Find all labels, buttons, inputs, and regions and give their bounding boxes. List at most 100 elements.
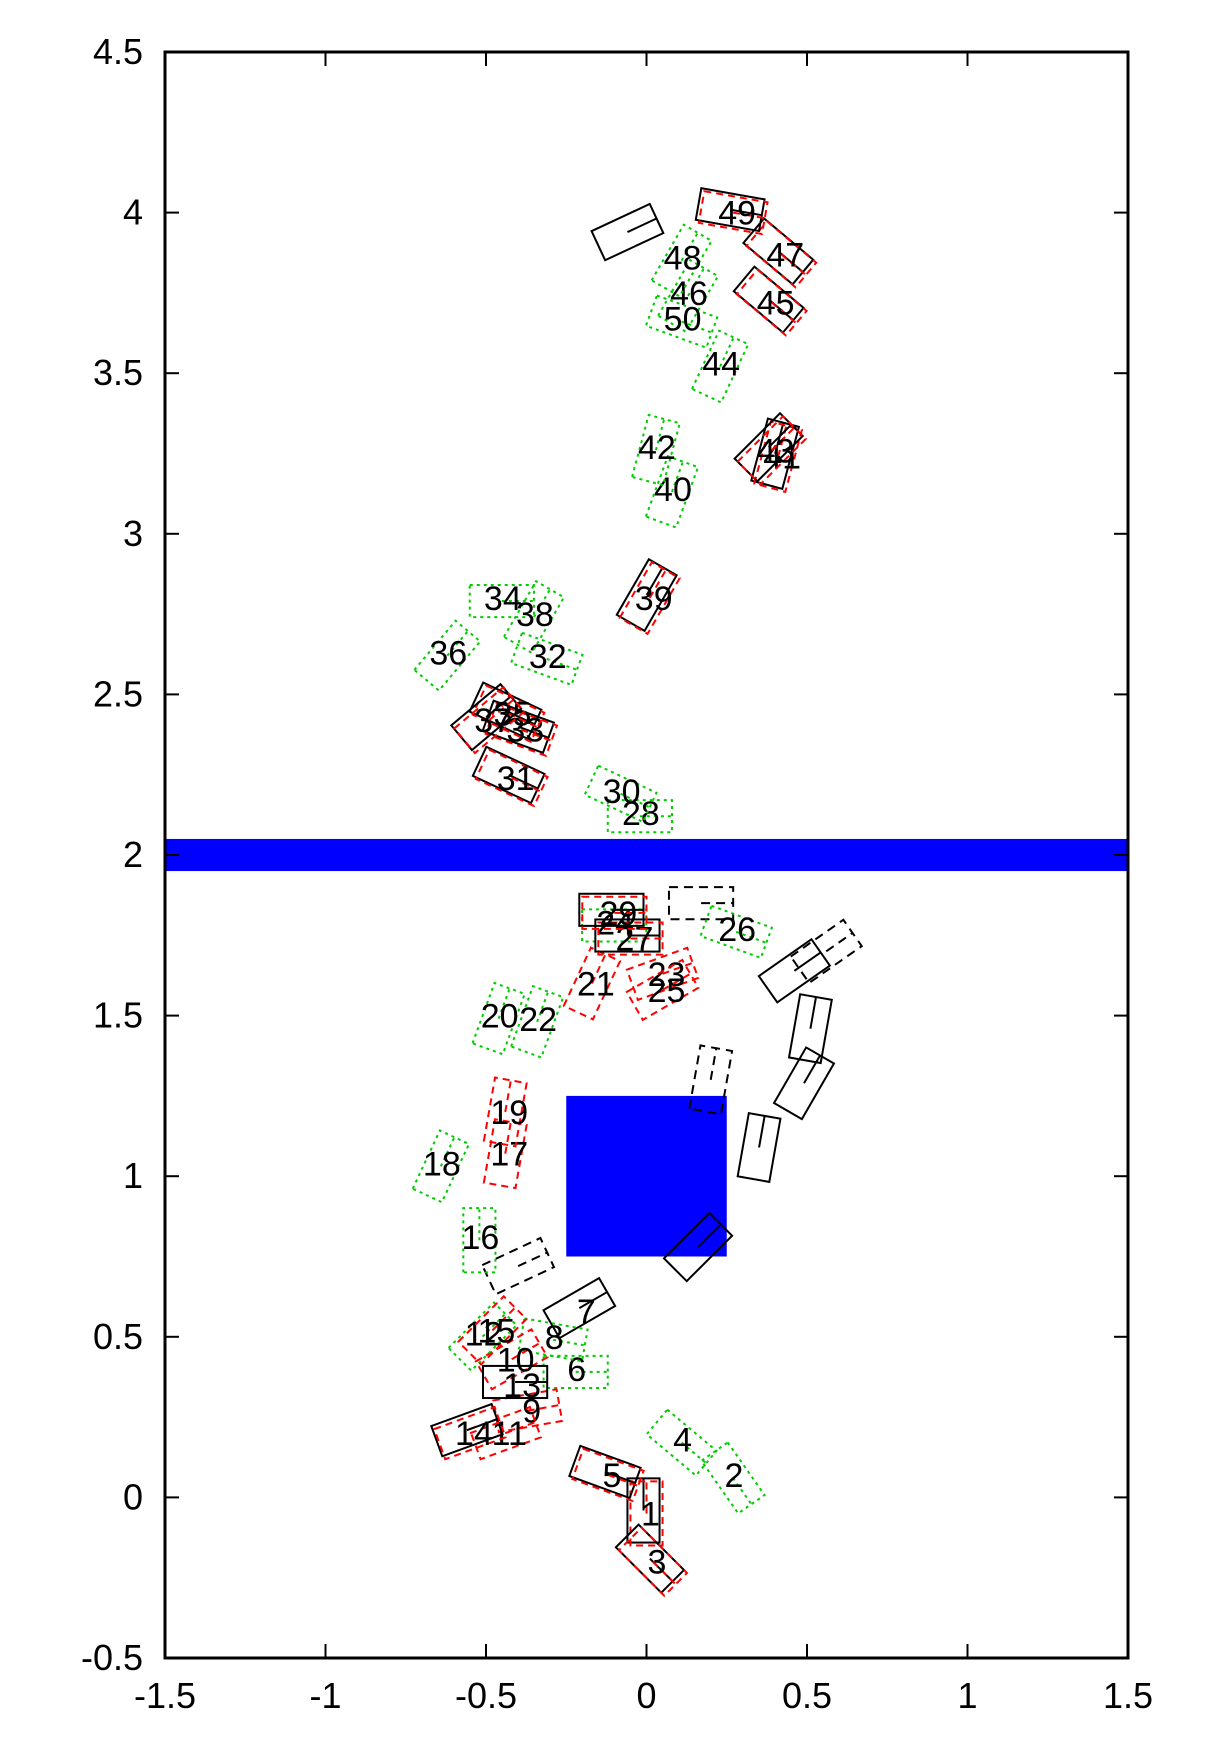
box-green-pose: [656, 258, 720, 334]
box-label: 49: [718, 195, 756, 233]
box-49: 49: [694, 187, 769, 236]
extra-box: [772, 1046, 836, 1121]
box-label: 43: [757, 432, 795, 470]
box-39: 39: [615, 557, 682, 636]
box-red-pose: [433, 1405, 507, 1461]
box-label: 32: [529, 638, 567, 676]
y-tick-label: 1: [123, 1155, 143, 1196]
box-label: 21: [577, 965, 615, 1003]
box-red-pose: [474, 1327, 549, 1391]
obstacle-block: [566, 1095, 727, 1257]
box-green-pose: [447, 1301, 519, 1373]
box-red-pose: [484, 702, 559, 758]
box-9: 9: [492, 1388, 564, 1434]
box-green-pose: [509, 631, 584, 687]
box-label: 42: [638, 429, 676, 467]
box-red-pose: [581, 895, 648, 930]
extra-box: [590, 202, 665, 262]
box-30: 30: [583, 764, 658, 824]
box-red-pose: [597, 921, 664, 956]
box-1: 1: [626, 1477, 664, 1547]
box-red-pose: [492, 1388, 564, 1434]
box-label: 44: [702, 346, 740, 384]
box-label: 12: [465, 1316, 503, 1354]
boxes: 1234567891011121314151617181920212223242…: [411, 187, 818, 1598]
box-label: 22: [519, 1001, 557, 1039]
extra-box: [688, 1044, 734, 1116]
box-label: 17: [490, 1136, 528, 1174]
box-label: 39: [635, 580, 673, 618]
box-label: 19: [490, 1094, 528, 1132]
y-tick-label: 4.5: [93, 31, 143, 72]
box-green-pose: [699, 1441, 766, 1515]
box-31: 31: [471, 745, 549, 808]
box-label: 48: [664, 240, 702, 278]
box-35: 35: [468, 681, 546, 744]
box-label: 38: [516, 596, 554, 634]
box-label: 25: [648, 972, 686, 1010]
box-4: 4: [645, 1408, 718, 1477]
box-green-pose: [645, 1408, 718, 1477]
box-2: 2: [699, 1441, 766, 1515]
box-38: 38: [502, 579, 566, 655]
y-tick-label: -0.5: [81, 1637, 143, 1678]
x-tick-label: 0.5: [782, 1675, 832, 1716]
box-red-pose: [562, 946, 622, 1021]
box-red-pose: [482, 1118, 528, 1190]
box-red-pose: [617, 1526, 689, 1598]
box-green-pose: [606, 799, 673, 834]
box-26: 26: [699, 904, 774, 960]
box-label: 1: [641, 1495, 660, 1533]
box-red-pose: [482, 1076, 528, 1148]
box-red-pose: [629, 1480, 664, 1547]
box-black-pose: [626, 1477, 661, 1544]
box-37: 37: [449, 682, 526, 755]
obstacles: [165, 838, 1128, 1257]
extra-box: [736, 1111, 782, 1184]
box-black-pose: [694, 187, 766, 233]
box-label: 5: [603, 1457, 622, 1495]
box-red-pose: [735, 268, 809, 337]
box-label: 37: [474, 702, 512, 740]
x-tick-label: -1: [309, 1675, 341, 1716]
extra-boxes: [480, 202, 864, 1296]
box-18: 18: [411, 1129, 471, 1204]
box-19: 19: [482, 1076, 528, 1148]
box-label: 26: [718, 911, 756, 949]
y-tick-label: 2.5: [93, 673, 143, 714]
box-25: 25: [625, 958, 700, 1022]
y-axis: -0.5 0 0.5 1 1.5 2 2.5 3 3.5 4 4.5: [81, 31, 1128, 1678]
box-13: 13: [481, 1364, 549, 1405]
y-tick-label: 0.5: [93, 1316, 143, 1357]
y-tick-label: 3: [123, 513, 143, 554]
box-green-pose: [644, 294, 719, 349]
box-red-pose: [625, 946, 700, 1002]
box-red-pose: [456, 1294, 528, 1366]
box-green-pose: [690, 329, 750, 404]
box-green-pose: [699, 904, 774, 960]
box-label: 20: [481, 998, 519, 1036]
extra-box: [667, 886, 735, 921]
box-label: 3: [647, 1544, 666, 1582]
obstacle-wall: [165, 838, 1128, 872]
x-tick-label: 0: [636, 1675, 656, 1716]
extra-box: [480, 1236, 556, 1296]
box-black-pose: [578, 892, 645, 927]
box-label: 16: [461, 1219, 499, 1257]
box-label: 34: [484, 580, 522, 618]
y-tick-label: 4: [123, 192, 143, 233]
box-40: 40: [644, 454, 700, 529]
box-label: 50: [664, 301, 702, 339]
box-label: 10: [497, 1341, 535, 1379]
box-47: 47: [741, 217, 818, 289]
box-5: 5: [568, 1444, 645, 1503]
box-16: 16: [461, 1207, 499, 1274]
box-black-pose: [568, 1444, 642, 1500]
box-black-pose: [594, 918, 661, 953]
box-20: 20: [471, 981, 526, 1056]
box-label: 14: [455, 1415, 493, 1453]
y-tick-label: 2: [123, 834, 143, 875]
box-red-pose: [744, 220, 818, 289]
box-red-pose: [697, 190, 769, 236]
